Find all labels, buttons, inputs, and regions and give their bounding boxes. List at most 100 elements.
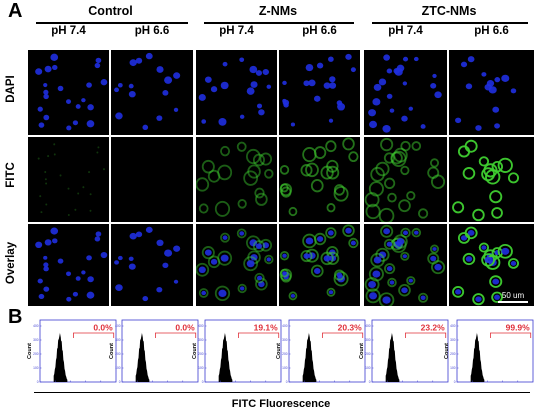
y-tick-label: 0: [202, 380, 204, 384]
col-head-ztc-ph74: pH 7.4: [388, 25, 423, 37]
micrograph-overlay-3: [196, 224, 277, 306]
micrograph-dapi-3: [196, 50, 277, 135]
micrograph-dapi-2: [111, 50, 193, 135]
scale-bar-label: 50 um: [501, 291, 525, 300]
gate-percentage: 0.0%: [175, 323, 195, 333]
micrograph-fitc-6: [449, 137, 534, 222]
micrograph-fitc-5: [364, 137, 447, 222]
y-tick-label: 200: [282, 352, 288, 356]
row-label-fitc: FITC: [5, 162, 17, 188]
gate-marker: [322, 332, 364, 338]
y-tick-label: 0: [369, 380, 371, 384]
y-tick-label: 100: [115, 366, 121, 370]
gate-percentage: 23.2%: [421, 323, 446, 333]
group-title-z-nms: Z-NMs: [258, 4, 298, 18]
y-tick-label: 0: [286, 380, 288, 384]
micrograph-overlay-6: [449, 224, 534, 306]
col-head-z-ph74: pH 7.4: [219, 25, 254, 37]
y-axis-label: Count: [27, 343, 33, 359]
y-tick-label: 100: [365, 366, 371, 370]
y-tick-label: 300: [115, 338, 121, 342]
y-tick-label: 400: [365, 324, 371, 328]
histogram-5: 0 100 200 300 400 Count 23.2%: [359, 318, 450, 386]
histogram-frame: [456, 319, 534, 383]
gate-marker: [73, 332, 115, 338]
y-tick-label: 400: [450, 324, 456, 328]
y-axis-label: Count: [359, 343, 365, 359]
histogram-6: 0 100 200 300 400 Count 99.9%: [444, 318, 535, 386]
micrograph-fitc-4: [279, 137, 360, 222]
histogram-peak: [53, 332, 68, 382]
y-tick-label: 0: [37, 380, 39, 384]
micrograph-overlay-4: [279, 224, 360, 306]
histogram-2: 0 100 200 300 400 Count 0.0%: [109, 318, 200, 386]
histogram-peak: [218, 332, 233, 382]
group-title-control: Control: [88, 4, 133, 18]
col-head-ztc-ph66: pH 6.6: [474, 25, 509, 37]
micrograph-dapi-6: [449, 50, 534, 135]
x-axis-bracket-line: [34, 392, 530, 394]
y-tick-label: 100: [282, 366, 288, 370]
histogram-peak: [135, 332, 150, 382]
micrograph-fitc-3: [196, 137, 277, 222]
micrograph-dapi-1: [28, 50, 109, 135]
y-tick-label: 300: [198, 338, 204, 342]
col-head-control-ph66: pH 6.6: [134, 25, 170, 37]
gate-percentage: 20.3%: [338, 323, 363, 333]
col-head-control-ph74: pH 7.4: [51, 25, 86, 37]
gate-percentage: 0.0%: [93, 323, 113, 333]
gate-percentage: 99.9%: [506, 323, 531, 333]
y-tick-label: 200: [115, 352, 121, 356]
histogram-frame: [121, 319, 199, 383]
micrograph-dapi-5: [364, 50, 447, 135]
panel-a-letter: A: [8, 0, 23, 22]
histogram-frame: [288, 319, 366, 383]
scale-bar: 50 um: [498, 291, 528, 303]
histogram-4: 0 100 200 300 400 Count 20.3%: [276, 318, 367, 386]
panel-b-letter: B: [8, 306, 23, 328]
gate-marker: [490, 332, 532, 338]
y-tick-label: 200: [365, 352, 371, 356]
micrograph-overlay-1: [28, 224, 109, 306]
y-tick-label: 400: [282, 324, 288, 328]
histogram-frame: [204, 319, 282, 383]
group-underline-ztc-nms: [372, 22, 528, 24]
micrograph-fitc-2: [111, 137, 193, 222]
histogram-frame: [371, 319, 449, 383]
y-axis-label: Count: [192, 343, 198, 359]
y-axis-label: Count: [276, 343, 282, 359]
y-tick-label: 100: [33, 366, 39, 370]
gate-percentage: 19.1%: [254, 323, 279, 333]
group-underline-control: [36, 22, 188, 24]
y-tick-label: 100: [450, 366, 456, 370]
y-tick-label: 100: [198, 366, 204, 370]
histogram-frame: [39, 319, 117, 383]
group-underline-z-nms: [204, 22, 354, 24]
histogram-peak: [302, 332, 317, 382]
histogram-3: 0 100 200 300 400 Count 19.1%: [192, 318, 283, 386]
group-title-ztc-nms: ZTC-NMs: [421, 4, 477, 18]
micrograph-overlay-5: [364, 224, 447, 306]
histogram-peak: [470, 332, 485, 382]
y-tick-label: 300: [33, 338, 39, 342]
micrograph-overlay-2: [111, 224, 193, 306]
micrograph-fitc-1: [28, 137, 109, 222]
scale-bar-line: [498, 301, 528, 303]
gate-marker: [405, 332, 447, 338]
row-label-overlay: Overlay: [5, 241, 17, 285]
y-tick-label: 0: [454, 380, 456, 384]
y-tick-label: 300: [450, 338, 456, 342]
histogram-1: 0 100 200 300 400 Count 0.0%: [27, 318, 118, 386]
y-tick-label: 400: [198, 324, 204, 328]
col-head-z-ph66: pH 6.6: [302, 25, 337, 37]
y-tick-label: 200: [33, 352, 39, 356]
y-tick-label: 400: [115, 324, 121, 328]
y-tick-label: 300: [282, 338, 288, 342]
y-tick-label: 200: [198, 352, 204, 356]
y-tick-label: 400: [33, 324, 39, 328]
y-tick-label: 0: [119, 380, 121, 384]
y-axis-label: Count: [444, 343, 450, 359]
gate-marker: [238, 332, 280, 338]
x-axis-label: FITC Fluorescence: [231, 398, 331, 410]
micrograph-dapi-4: [279, 50, 360, 135]
